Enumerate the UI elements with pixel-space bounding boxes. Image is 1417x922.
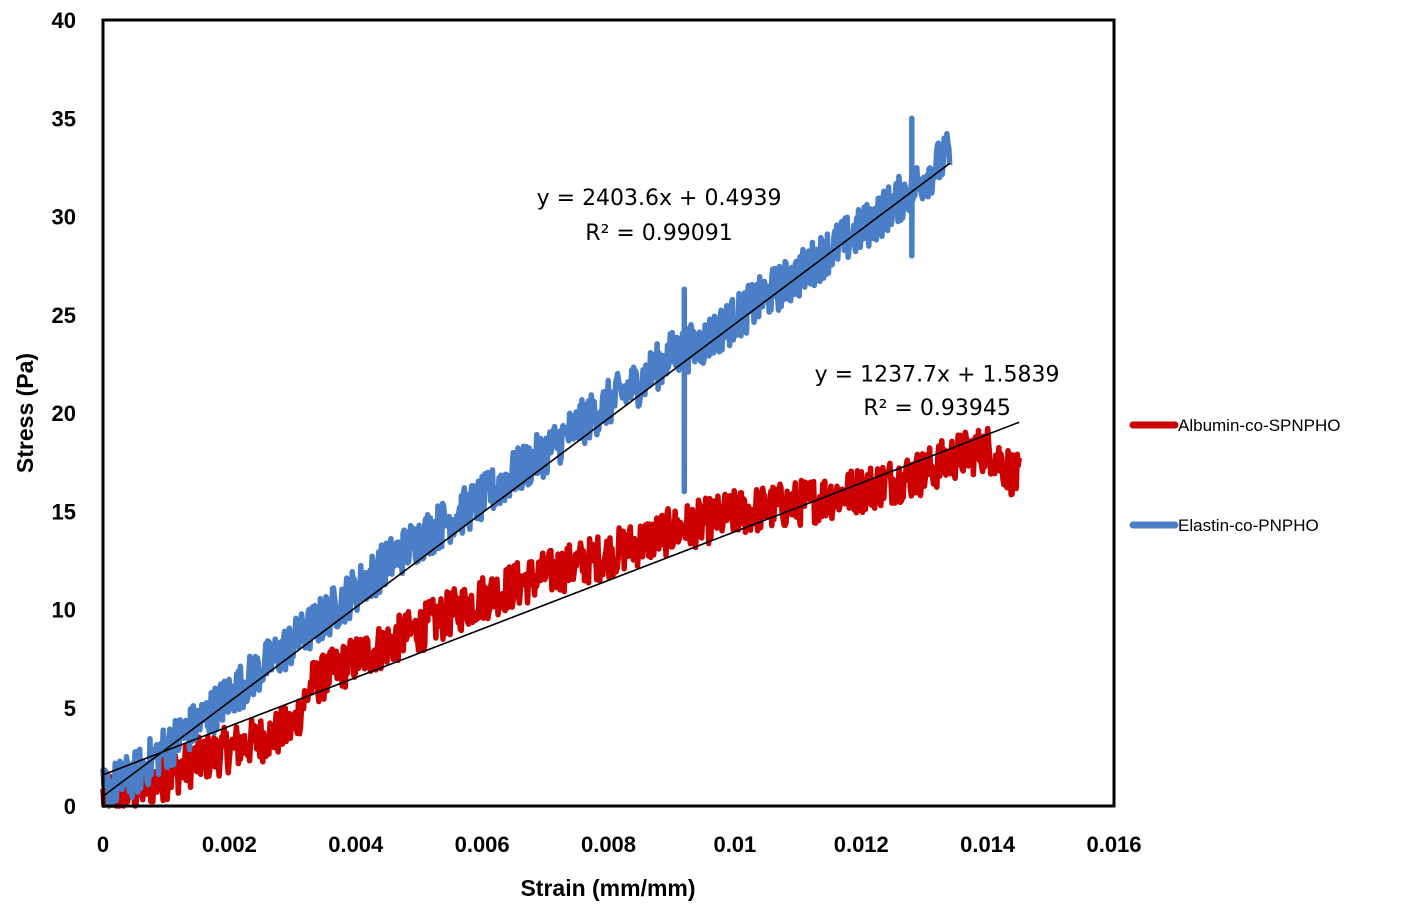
x-tick-label: 0.01 — [713, 832, 756, 857]
x-axis-title: Strain (mm/mm) — [520, 875, 695, 901]
trendline-annotations: y = 2403.6x + 0.4939 R² = 0.99091 y = 1237… — [537, 186, 1060, 421]
series-layer — [100, 115, 1022, 809]
y-tick-label: 35 — [52, 106, 76, 131]
y-tick-label: 0 — [64, 794, 76, 819]
y-tick-label: 25 — [52, 303, 76, 328]
series-line-albumin — [100, 425, 1022, 809]
y-axis-title: Stress (Pa) — [12, 353, 38, 473]
trendline-equation: y = 2403.6x + 0.4939 — [537, 186, 782, 211]
y-tick-label: 10 — [52, 598, 76, 623]
y-tick-label: 30 — [52, 205, 76, 230]
x-tick-label: 0.012 — [834, 832, 889, 857]
trendline-equation: R² = 0.93945 — [863, 396, 1011, 421]
series-line-elastin — [100, 115, 953, 809]
y-tick-label: 15 — [52, 499, 76, 524]
legend-label: Albumin-co-SPNPHO — [1178, 416, 1341, 435]
x-tick-label: 0.002 — [202, 832, 257, 857]
trendline-equation: R² = 0.99091 — [585, 221, 733, 246]
x-tick-label: 0.004 — [328, 832, 384, 857]
y-tick-label: 20 — [52, 401, 76, 426]
trendline-albumin — [102, 421, 1020, 776]
legend-label: Elastin-co-PNPHO — [1178, 516, 1319, 535]
y-tick-label: 5 — [64, 696, 76, 721]
legend: Albumin-co-SPNPHO Elastin-co-PNPHO — [1129, 416, 1341, 535]
x-tick-label: 0.008 — [581, 832, 636, 857]
y-tick-label: 40 — [52, 8, 76, 33]
x-tick-label: 0.016 — [1086, 832, 1141, 857]
plot-area-border — [101, 18, 1116, 808]
x-tick-label: 0.014 — [960, 832, 1016, 857]
trendline-elastin — [102, 162, 951, 797]
x-tick-label: 0.006 — [455, 832, 510, 857]
trendline-equation: y = 1237.7x + 1.5839 — [815, 363, 1060, 388]
trendline-layer — [102, 162, 1020, 797]
x-tick-labels: 0 0.002 0.004 0.006 0.008 0.01 0.012 0.014 0.016 — [97, 832, 1142, 857]
x-tick-label: 0 — [97, 832, 109, 857]
y-tick-labels: 0 5 10 15 20 25 30 35 40 — [52, 8, 76, 819]
